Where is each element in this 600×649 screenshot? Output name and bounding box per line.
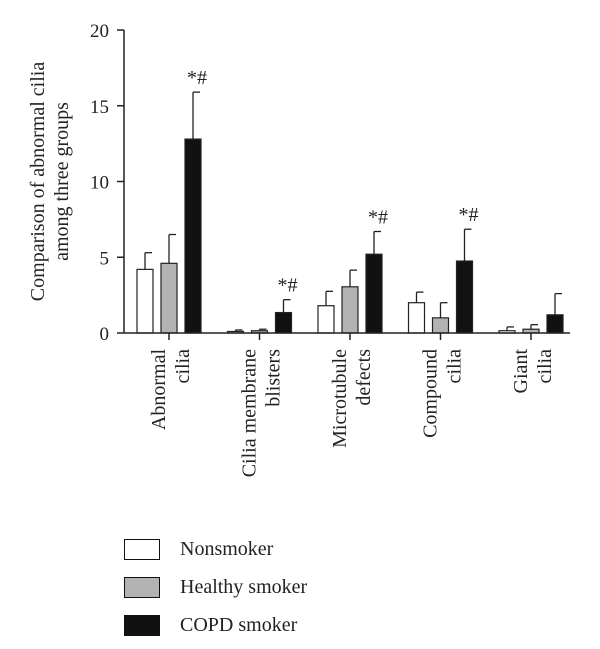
y-tick-label-10: 10 — [90, 173, 109, 194]
category-label-2-line-1: Microtubule — [329, 349, 351, 448]
category-label-0-line-1: Abnormal — [148, 349, 170, 431]
legend-label-copd-smoker: COPD smoker — [180, 613, 298, 636]
y-tick-label-5: 5 — [100, 248, 110, 269]
legend-item-healthy-smoker: Healthy smoker — [124, 568, 307, 606]
category-label-3: Compound cilia — [420, 349, 466, 438]
legend-swatch-nonsmoker — [124, 538, 160, 560]
category-label-3-line-2: cilia — [444, 349, 466, 384]
legend-swatch-copd-smoker — [124, 614, 160, 636]
legend: Nonsmoker Healthy smoker COPD smoker — [124, 530, 307, 644]
annotation-2: *# — [368, 206, 388, 228]
bar-2-1 — [341, 286, 359, 334]
annotation-3: *# — [459, 204, 479, 226]
bar-2-2 — [365, 253, 383, 334]
legend-swatch-healthy-smoker — [124, 576, 160, 598]
y-tick-label-15: 15 — [90, 97, 109, 118]
category-label-1: Cilia membrane blisters — [239, 349, 285, 478]
y-tick-label-20: 20 — [90, 21, 109, 42]
y-axis-title: Comparison of abnormal cilia among three … — [27, 62, 73, 302]
category-label-4-line-2: cilia — [534, 349, 556, 384]
bar-0-1 — [160, 262, 178, 334]
y-axis-label: Comparison of abnormal cilia among three … — [27, 62, 73, 302]
annotation-0: *# — [187, 67, 207, 89]
category-label-0: Abnormal cilia — [148, 349, 194, 431]
bar-3-2 — [455, 260, 474, 334]
bar-2-0 — [317, 305, 335, 334]
bars — [136, 91, 564, 334]
bar-0-2 — [184, 138, 202, 334]
category-label-1-line-1: Cilia membrane — [239, 349, 261, 477]
bar-4-2 — [546, 314, 564, 334]
x-axis — [124, 332, 570, 340]
category-label-4-line-1: Giant — [510, 349, 532, 394]
category-labels: Abnormal cilia Cilia membrane blisters Micro… — [148, 349, 556, 478]
legend-label-healthy-smoker: Healthy smoker — [180, 575, 308, 598]
bar-0-0 — [136, 268, 154, 334]
bar-chart: Comparison of abnormal cilia among three … — [27, 21, 570, 478]
bar-3-0 — [407, 302, 426, 334]
y-axis-title-line-2: among three groups — [51, 102, 73, 261]
category-label-0-line-2: cilia — [172, 349, 194, 384]
annotation-1: *# — [278, 275, 298, 297]
y-tick-label-0: 0 — [100, 324, 110, 345]
bar-1-2 — [274, 311, 293, 334]
y-axis-title-line-1: Comparison of abnormal cilia — [27, 62, 49, 302]
y-axis: 0 5 10 15 20 — [90, 21, 125, 345]
category-label-4: Giant cilia — [510, 349, 556, 394]
significance-annotations: *# *# *# *# — [187, 67, 479, 297]
legend-item-nonsmoker: Nonsmoker — [124, 530, 307, 568]
bar-3-1 — [431, 317, 450, 334]
legend-label-nonsmoker: Nonsmoker — [180, 537, 274, 560]
category-label-1-line-2: blisters — [263, 349, 285, 407]
category-label-2-line-2: defects — [353, 349, 375, 406]
category-label-2: Microtubule defects — [329, 349, 375, 448]
category-label-3-line-1: Compound — [420, 349, 442, 438]
legend-item-copd-smoker: COPD smoker — [124, 606, 307, 644]
